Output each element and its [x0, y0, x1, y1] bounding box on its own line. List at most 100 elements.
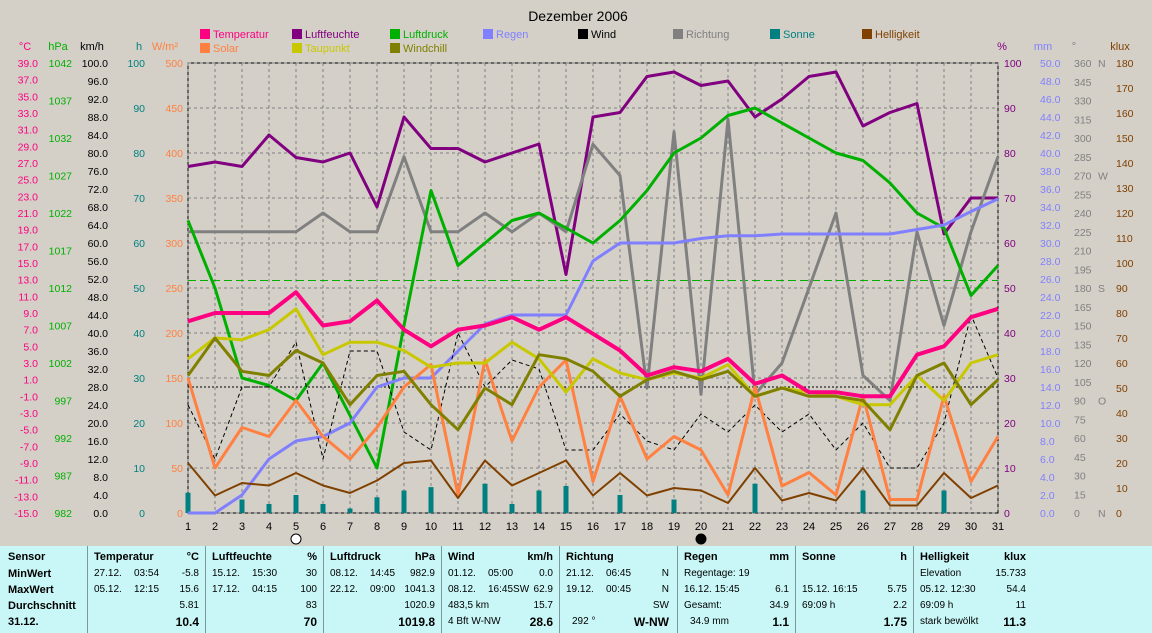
- legend-label-wind: Wind: [591, 29, 616, 41]
- mm-axis-tick: 44.0: [1040, 112, 1061, 124]
- x-tick-label: 28: [911, 521, 923, 533]
- luftfeuchte-max-time: 04:15: [252, 584, 278, 595]
- legend-label-windchill: Windchill: [403, 43, 447, 55]
- klux-axis-tick: 20: [1116, 458, 1128, 470]
- mm-axis-tick: 42.0: [1040, 130, 1061, 142]
- x-tick-label: 12: [479, 521, 491, 533]
- x-tick-label: 21: [722, 521, 734, 533]
- kmh-axis-tick: 60.0: [88, 238, 109, 250]
- deg-axis-tick: 135: [1074, 339, 1092, 351]
- wind-min-value: 0.0: [539, 568, 553, 579]
- wind-distance: 483,5 km: [448, 600, 490, 611]
- luftfeuchte-max-value: 100: [300, 584, 317, 595]
- chart-title: Dezember 2006: [528, 8, 628, 24]
- temp-axis-tick: 19.0: [18, 225, 39, 237]
- unit-wm2: W/m²: [152, 41, 179, 53]
- helligkeit-max-value: 54.4: [1006, 584, 1026, 595]
- luftfeuchte-unit: %: [307, 551, 317, 563]
- x-tick-label: 29: [938, 521, 950, 533]
- mm-axis-tick: 50.0: [1040, 58, 1061, 70]
- sonne-max-value: 5.75: [887, 584, 907, 595]
- legend-swatch-solar: [200, 43, 210, 53]
- temp-axis-tick: 31.0: [18, 125, 39, 137]
- hpa-axis-tick: 992: [54, 433, 72, 445]
- legend-swatch-temperatur: [200, 29, 210, 39]
- panel-richtung: Richtung 21.12. 06:45 N 19.12. 00:45 N SW 29…: [560, 546, 678, 633]
- wind-max-time: 16:45SW: [488, 584, 530, 595]
- mm-axis-tick: 40.0: [1040, 148, 1061, 160]
- klux-axis-tick: 140: [1116, 158, 1134, 170]
- unit-klux: klux: [1110, 41, 1130, 53]
- deg-axis-direction: O: [1098, 396, 1106, 408]
- new-moon-marker: [695, 533, 707, 545]
- mm-axis-tick: 0.0: [1040, 508, 1055, 520]
- luftfeuchte-line: [187, 70, 998, 276]
- regen-current: 1.1: [772, 615, 789, 629]
- sonne-bars: [185, 483, 947, 513]
- wind-current: 28.6: [529, 615, 553, 629]
- klux-axis-tick: 110: [1116, 233, 1133, 245]
- taupunkt-line: [187, 307, 999, 407]
- x-tick-label: 17: [614, 521, 626, 533]
- legend-swatch-luftfeuchte: [292, 29, 302, 39]
- sonne-average: 2.2: [893, 600, 907, 611]
- deg-axis-tick: 240: [1074, 208, 1092, 220]
- deg-axis-tick: 165: [1074, 302, 1092, 314]
- mm-axis-tick: 34.0: [1040, 202, 1061, 214]
- deg-axis-tick: 15: [1074, 489, 1086, 501]
- sonne-bar: [266, 504, 272, 513]
- wind-average: 15.7: [533, 600, 553, 611]
- mm-axis-tick: 28.0: [1040, 256, 1061, 268]
- helligkeit-current: 11.3: [1003, 615, 1026, 629]
- klux-axis-tick: 80: [1116, 308, 1128, 320]
- klux-axis-tick: 70: [1116, 333, 1128, 345]
- panel-sonne: Sonne h 15.12. 16:15 5.75 69:09 h 2.2 1.75: [796, 546, 914, 633]
- legend-swatch-regen: [483, 29, 493, 39]
- helligkeit-line: [187, 459, 999, 507]
- sonne-max-date: 15.12. 16:15: [802, 584, 858, 595]
- sonne-bar: [671, 499, 677, 513]
- temperatur-max-date: 05.12.: [94, 584, 122, 595]
- deg-axis-tick: 75: [1074, 414, 1086, 426]
- h-axis-tick: 0: [139, 508, 145, 520]
- temp-axis-tick: -9.0: [20, 458, 38, 470]
- richtung-min-value: N: [661, 568, 669, 579]
- h-axis-tick: 60: [133, 238, 145, 250]
- unit-h: h: [136, 41, 142, 53]
- temp-axis-tick: -3.0: [20, 408, 38, 420]
- temp-axis-tick: 23.0: [18, 191, 39, 203]
- temp-axis-tick: 3.0: [23, 358, 38, 370]
- temp-axis-tick: 37.0: [18, 75, 39, 87]
- hpa-axis-tick: 982: [54, 508, 72, 520]
- richtung-max-date: 19.12.: [566, 584, 594, 595]
- series-lines: [186, 70, 1000, 515]
- helligkeit-elevation-label: Elevation: [920, 568, 962, 579]
- deg-axis-tick: 90: [1074, 396, 1086, 408]
- panel-helligkeit: Helligkeit klux Elevation 15.733 05.12. 12…: [914, 546, 1032, 633]
- x-tick-label: 4: [266, 521, 272, 533]
- mm-axis-tick: 26.0: [1040, 274, 1061, 286]
- x-tick-label: 25: [830, 521, 842, 533]
- label-minwert: MinWert: [8, 568, 52, 580]
- deg-axis-tick: 300: [1074, 133, 1092, 145]
- wm2-axis-tick: 350: [165, 193, 183, 205]
- kmh-axis-tick: 56.0: [88, 256, 109, 268]
- temperatur-max-time: 12:15: [134, 584, 160, 595]
- regen-regentage: Regentage: 19: [684, 568, 750, 579]
- luftfeuchte-min-date: 15.12.: [212, 568, 240, 579]
- mm-axis-tick: 8.0: [1040, 436, 1055, 448]
- helligkeit-hours: 69:09 h: [920, 600, 954, 611]
- h-axis-tick: 30: [133, 373, 145, 385]
- regen-max-date: 16.12. 15:45: [684, 584, 740, 595]
- wind-header: Wind: [448, 551, 475, 563]
- kmh-axis-tick: 0.0: [93, 508, 108, 520]
- sonne-bar: [563, 486, 569, 513]
- sonne-bar: [293, 495, 299, 513]
- kmh-axis-tick: 12.0: [88, 454, 109, 466]
- temp-axis-tick: 15.0: [18, 258, 39, 270]
- right-axes: % mm ° klux100908070605040302010050.048.046…: [997, 41, 1134, 520]
- deg-axis-tick: 60: [1074, 433, 1086, 445]
- temp-axis-tick: 25.0: [18, 175, 39, 187]
- x-tick-label: 31: [992, 521, 1004, 533]
- deg-axis-tick: 30: [1074, 471, 1086, 483]
